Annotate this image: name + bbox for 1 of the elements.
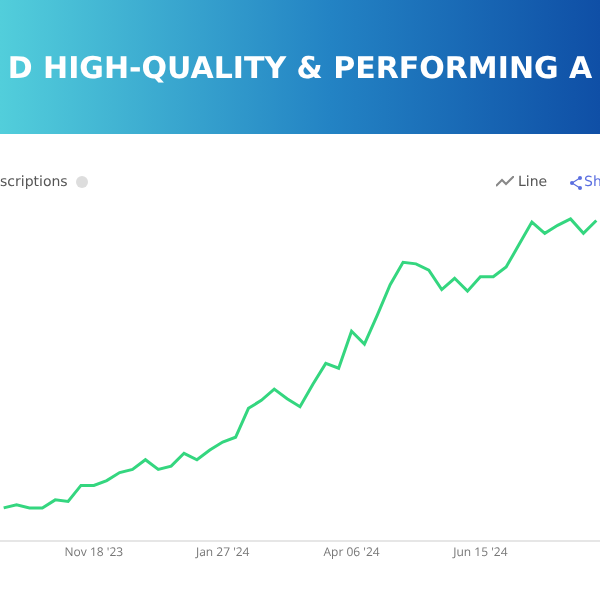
chart-title: D HIGH-QUALITY & PERFORMING A <box>7 49 593 85</box>
